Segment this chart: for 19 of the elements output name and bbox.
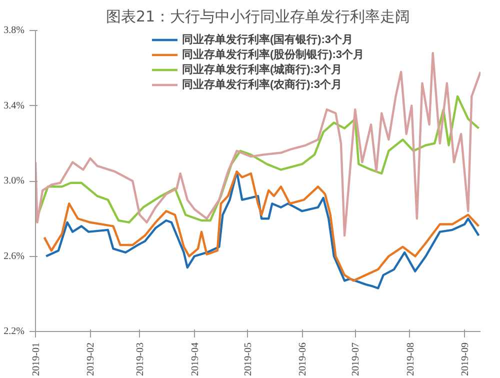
legend-label: 同业存单发行利率(城商行):3个月	[182, 62, 342, 77]
legend-label: 同业存单发行利率(农商行):3个月	[182, 78, 342, 92]
y-tick-label: 2.6%	[4, 250, 25, 262]
y-tick-label: 3.0%	[4, 176, 25, 186]
y-tick-label: 3.8%	[4, 25, 25, 36]
x-tick-label: 2019-06	[298, 342, 309, 376]
x-tick-label: 2019-02	[86, 342, 97, 376]
chart-title: 图表21：大行与中小行同业存单发行利率走阔	[106, 8, 410, 26]
x-tick-label: 2019-08	[405, 342, 416, 376]
x-tick-label: 2019-01	[31, 342, 42, 376]
legend-label: 同业存单发行利率(股份制银行):3个月	[182, 48, 364, 62]
x-tick-label: 2019-04	[190, 342, 201, 376]
x-tick-label: 2019-03	[135, 342, 146, 376]
y-tick-label: 2.2%	[4, 326, 25, 337]
x-tick-label: 2019-05	[242, 342, 254, 376]
x-tick-label: 2019-09	[460, 342, 472, 376]
y-tick-label: 3.4%	[4, 100, 25, 112]
x-tick-label: 2019-07	[350, 342, 362, 376]
legend-label: 同业存单发行利率(国有银行):3个月	[182, 32, 354, 47]
